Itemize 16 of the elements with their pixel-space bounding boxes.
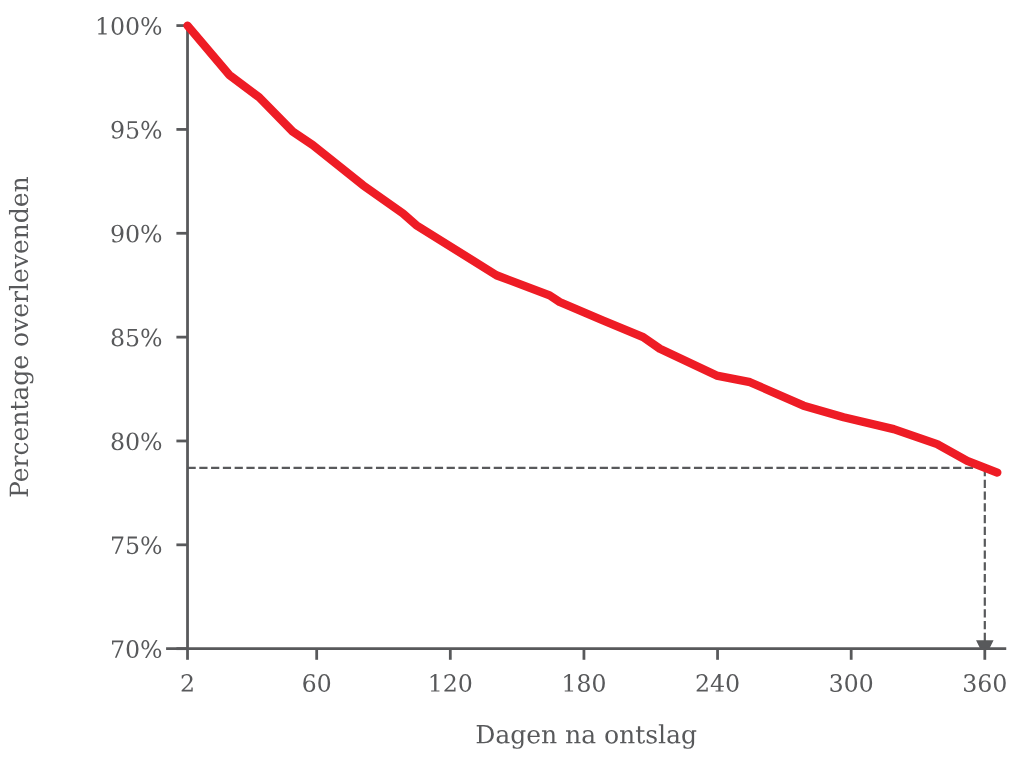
y-tick-label: 85% <box>111 328 162 347</box>
x-tick-label: 2 <box>181 674 193 692</box>
x-tick-label: 60 <box>303 674 331 692</box>
y-tick-label: 80% <box>111 432 162 451</box>
x-tick-label: 180 <box>564 674 605 692</box>
y-tick-label: 95% <box>111 120 162 139</box>
y-tick-label: 75% <box>112 536 162 555</box>
y-tick-label: 100% <box>97 17 162 35</box>
y-tick-label: 90% <box>111 224 162 243</box>
x-axis-title: Dagen na ontslag <box>476 724 697 749</box>
y-tick-label: 70% <box>112 640 162 658</box>
x-tick-label: 300 <box>830 674 873 692</box>
x-tick-label: 360 <box>964 674 1006 692</box>
y-axis-title: Percentage overlevenden <box>8 176 34 497</box>
x-tick-label: 120 <box>430 674 472 692</box>
x-tick-label: 240 <box>696 674 739 692</box>
